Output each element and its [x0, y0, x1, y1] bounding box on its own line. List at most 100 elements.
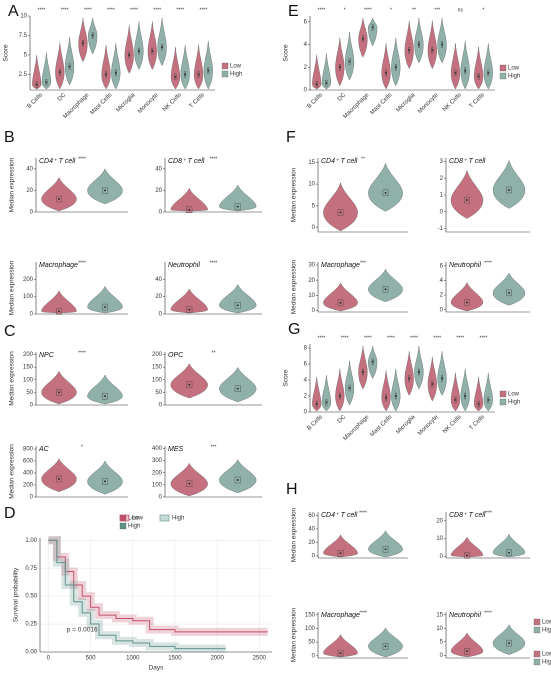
y-tick-label: 0 [159, 403, 163, 409]
legend-swatch [533, 658, 541, 666]
median-dot [58, 198, 60, 201]
panel-title: Macrophage [321, 612, 360, 619]
y-tick-label: 2 [440, 176, 444, 182]
y-tick-label: 20 [436, 518, 443, 524]
y-tick-label: 0.25 [25, 622, 37, 628]
violin [219, 366, 257, 403]
survival-curve [48, 539, 226, 650]
violin [450, 372, 461, 412]
median-dot [431, 49, 434, 52]
y-tick-label: 20 [308, 278, 315, 284]
median-dot [385, 396, 388, 399]
violin [87, 460, 123, 495]
significance: **** [78, 260, 86, 266]
y-tick-label: 0 [440, 653, 444, 659]
median-dot [408, 377, 411, 380]
median-dot [58, 310, 60, 313]
legend-label: High [172, 516, 184, 522]
violin [473, 46, 484, 90]
violin [41, 176, 77, 212]
median-dot [207, 69, 210, 72]
median-dot [325, 82, 328, 85]
median-dot [477, 403, 480, 405]
y-axis-label: Median expression [291, 607, 298, 662]
y-tick-label: 10 [20, 14, 27, 20]
y-tick-label: 100 [23, 294, 34, 300]
x-tick-label: NK Cells [442, 92, 463, 113]
violin [170, 47, 181, 90]
y-tick-label: 7.5 [19, 33, 28, 39]
violin [492, 159, 526, 209]
y-tick-label: 5 [440, 639, 444, 645]
median-dot [236, 479, 239, 481]
panel-title: MES [168, 446, 184, 453]
y-tick-label: 150 [152, 365, 163, 371]
violin [404, 351, 414, 396]
panel-title: Macrophage [39, 262, 78, 269]
median-dot [91, 34, 94, 37]
significance: ** [361, 156, 365, 162]
violin [180, 44, 190, 90]
y-tick-label: 2.5 [19, 72, 28, 78]
violin [147, 21, 157, 71]
x-tick-label: DC [337, 92, 348, 103]
violin [344, 31, 355, 81]
median-dot [174, 75, 177, 78]
significance: **** [359, 510, 367, 516]
significance: **** [210, 260, 218, 266]
violin [170, 288, 208, 314]
violin [427, 356, 437, 402]
median-dot [161, 46, 164, 49]
significance: *** [360, 260, 366, 266]
y-tick-label: 2 [304, 394, 308, 400]
x-axis-label: Days [149, 665, 165, 672]
median-dot [35, 83, 38, 86]
y-tick-label: 0 [312, 554, 316, 560]
median-dot [339, 211, 342, 214]
median-dot [371, 26, 374, 29]
violin [87, 285, 123, 314]
legend-swatch [221, 62, 229, 70]
violin [460, 41, 470, 90]
y-axis-label: Score [283, 44, 290, 61]
y-tick-label: 4 [304, 42, 308, 48]
x-tick-label: DC [57, 92, 68, 103]
median-dot [197, 73, 200, 76]
violin [492, 533, 526, 558]
legend-label: Low [508, 66, 520, 72]
y-tick-label: 400 [23, 471, 34, 477]
y-tick-label: 200 [23, 483, 34, 489]
significance: ** [412, 7, 416, 13]
x-tick-label: 500 [86, 656, 97, 662]
significance: **** [78, 350, 86, 356]
median-dot [394, 66, 397, 69]
y-tick-label: 0 [440, 307, 444, 313]
violin [323, 182, 358, 232]
median-dot [105, 73, 108, 76]
significance: * [390, 7, 392, 13]
median-dot [188, 383, 191, 386]
x-tick-label: 1500 [168, 656, 182, 662]
y-tick-label: 0 [304, 410, 308, 416]
y-axis-label: Score [283, 369, 290, 386]
significance: **** [364, 7, 372, 13]
legend-swatch [499, 72, 507, 80]
violin [368, 627, 403, 658]
median-dot [58, 478, 60, 480]
violin [124, 25, 134, 74]
median-dot [348, 387, 351, 389]
violin [321, 375, 332, 412]
violin [170, 363, 208, 399]
legend-label: Low [230, 64, 242, 70]
violin [193, 44, 204, 90]
y-tick-label: 800 [23, 447, 34, 453]
violin [312, 376, 322, 412]
y-tick-label: 200 [23, 277, 34, 283]
legend-swatch [499, 390, 507, 398]
x-tick-label: Mast Cells [369, 414, 393, 438]
violin [437, 17, 447, 64]
legend-label: Low [508, 392, 520, 398]
significance: **** [210, 156, 218, 162]
y-tick-label: 0 [312, 653, 316, 659]
